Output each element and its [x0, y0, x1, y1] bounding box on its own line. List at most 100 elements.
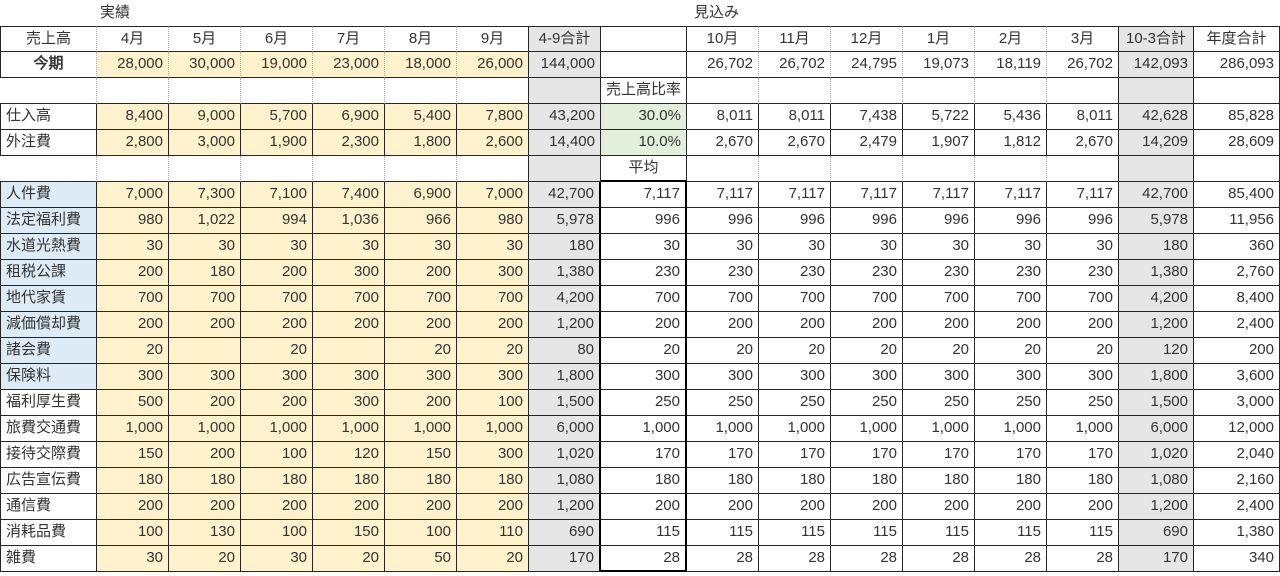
value-cell[interactable]: 20	[169, 546, 241, 572]
value-cell[interactable]: 996	[601, 208, 687, 234]
value-cell[interactable]: 1,022	[169, 208, 241, 234]
column-header-cell[interactable]: 2月	[975, 26, 1047, 52]
value-cell[interactable]: 200	[385, 312, 457, 338]
value-cell[interactable]	[903, 156, 975, 182]
value-cell[interactable]: 1,000	[975, 416, 1047, 442]
value-cell[interactable]: 20	[313, 546, 385, 572]
value-cell[interactable]: 1,000	[385, 416, 457, 442]
value-cell[interactable]: 200	[975, 494, 1047, 520]
column-header-cell[interactable]: 4月	[97, 26, 169, 52]
row-label-cell[interactable]	[0, 78, 97, 104]
row-label-cell[interactable]: 広告宣伝費	[0, 468, 97, 494]
value-cell[interactable]: 1,000	[903, 416, 975, 442]
value-cell[interactable]: 30	[241, 546, 313, 572]
value-cell[interactable]: 700	[241, 286, 313, 312]
value-cell[interactable]: 500	[97, 390, 169, 416]
value-cell[interactable]: 100	[97, 520, 169, 546]
value-cell[interactable]: 28,609	[1194, 130, 1280, 156]
value-cell[interactable]: 28	[975, 546, 1047, 572]
value-cell[interactable]	[975, 78, 1047, 104]
value-cell[interactable]: 115	[975, 520, 1047, 546]
value-cell[interactable]	[831, 78, 903, 104]
value-cell[interactable]: 30	[759, 234, 831, 260]
value-cell[interactable]: 170	[831, 442, 903, 468]
value-cell[interactable]: 26,702	[687, 52, 759, 78]
value-cell[interactable]: 30	[313, 234, 385, 260]
value-cell[interactable]: 180	[687, 468, 759, 494]
value-cell[interactable]: 6,900	[313, 104, 385, 130]
value-cell[interactable]: 200	[975, 312, 1047, 338]
value-cell[interactable]: 200	[457, 312, 529, 338]
value-cell[interactable]	[759, 78, 831, 104]
value-cell[interactable]: 250	[759, 390, 831, 416]
value-cell[interactable]: 5,978	[1119, 208, 1194, 234]
value-cell[interactable]: 120	[313, 442, 385, 468]
value-cell[interactable]	[313, 78, 385, 104]
value-cell[interactable]: 1,036	[313, 208, 385, 234]
row-label-cell[interactable]: 仕入高	[0, 104, 97, 130]
value-cell[interactable]: 2,800	[97, 130, 169, 156]
value-cell[interactable]: 180	[169, 468, 241, 494]
value-cell[interactable]: 996	[831, 208, 903, 234]
value-cell[interactable]: 180	[241, 468, 313, 494]
value-cell[interactable]: 2,400	[1194, 312, 1280, 338]
value-cell[interactable]: 1,020	[1119, 442, 1194, 468]
value-cell[interactable]: 6,900	[385, 182, 457, 208]
value-cell[interactable]: 20	[241, 338, 313, 364]
value-cell[interactable]	[975, 156, 1047, 182]
value-cell[interactable]	[529, 156, 601, 182]
value-cell[interactable]: 7,300	[169, 182, 241, 208]
value-cell[interactable]: 2,400	[1194, 494, 1280, 520]
value-cell[interactable]: 12,000	[1194, 416, 1280, 442]
value-cell[interactable]	[169, 338, 241, 364]
value-cell[interactable]: 170	[601, 442, 687, 468]
value-cell[interactable]: 2,760	[1194, 260, 1280, 286]
value-cell[interactable]: 200	[169, 494, 241, 520]
value-cell[interactable]: 150	[385, 442, 457, 468]
value-cell[interactable]: 5,436	[975, 104, 1047, 130]
value-cell[interactable]: 2,670	[1047, 130, 1119, 156]
value-cell[interactable]: 50	[385, 546, 457, 572]
value-cell[interactable]: 200	[169, 442, 241, 468]
value-cell[interactable]: 20	[759, 338, 831, 364]
value-cell[interactable]: 230	[831, 260, 903, 286]
value-cell[interactable]: 700	[831, 286, 903, 312]
value-cell[interactable]: 300	[831, 364, 903, 390]
value-cell[interactable]: 4,200	[1119, 286, 1194, 312]
value-cell[interactable]: 180	[1119, 234, 1194, 260]
value-cell[interactable]: 700	[759, 286, 831, 312]
value-cell[interactable]: 1,000	[687, 416, 759, 442]
value-cell[interactable]: 7,100	[241, 182, 313, 208]
value-cell[interactable]	[1194, 78, 1280, 104]
value-cell[interactable]	[687, 156, 759, 182]
value-cell[interactable]	[457, 78, 529, 104]
row-label-cell[interactable]: 減価償却費	[0, 312, 97, 338]
value-cell[interactable]: 115	[601, 520, 687, 546]
value-cell[interactable]: 20	[385, 338, 457, 364]
value-cell[interactable]: 7,400	[313, 182, 385, 208]
value-cell[interactable]: 300	[169, 364, 241, 390]
value-cell[interactable]	[831, 156, 903, 182]
value-cell[interactable]	[241, 78, 313, 104]
value-cell[interactable]: 20	[457, 546, 529, 572]
row-label-cell[interactable]: 接待交際費	[0, 442, 97, 468]
value-cell[interactable]: 19,073	[903, 52, 975, 78]
value-cell[interactable]: 42,628	[1119, 104, 1194, 130]
value-cell[interactable]: 1,200	[529, 494, 601, 520]
value-cell[interactable]: 100	[241, 442, 313, 468]
value-cell[interactable]: 42,700	[529, 182, 601, 208]
value-cell[interactable]: 200	[457, 494, 529, 520]
value-cell[interactable]: 200	[903, 494, 975, 520]
value-cell[interactable]: 11,956	[1194, 208, 1280, 234]
value-cell[interactable]: 300	[1047, 364, 1119, 390]
value-cell[interactable]: 30	[457, 234, 529, 260]
value-cell[interactable]: 996	[975, 208, 1047, 234]
row-label-cell[interactable]: 諸会費	[0, 338, 97, 364]
value-cell[interactable]: 200	[1194, 338, 1280, 364]
row-label-cell[interactable]: 水道光熱費	[0, 234, 97, 260]
column-header-cell[interactable]	[601, 26, 687, 52]
value-cell[interactable]: 250	[975, 390, 1047, 416]
value-cell[interactable]	[169, 156, 241, 182]
column-header-cell[interactable]: 1月	[903, 26, 975, 52]
value-cell[interactable]: 170	[529, 546, 601, 572]
